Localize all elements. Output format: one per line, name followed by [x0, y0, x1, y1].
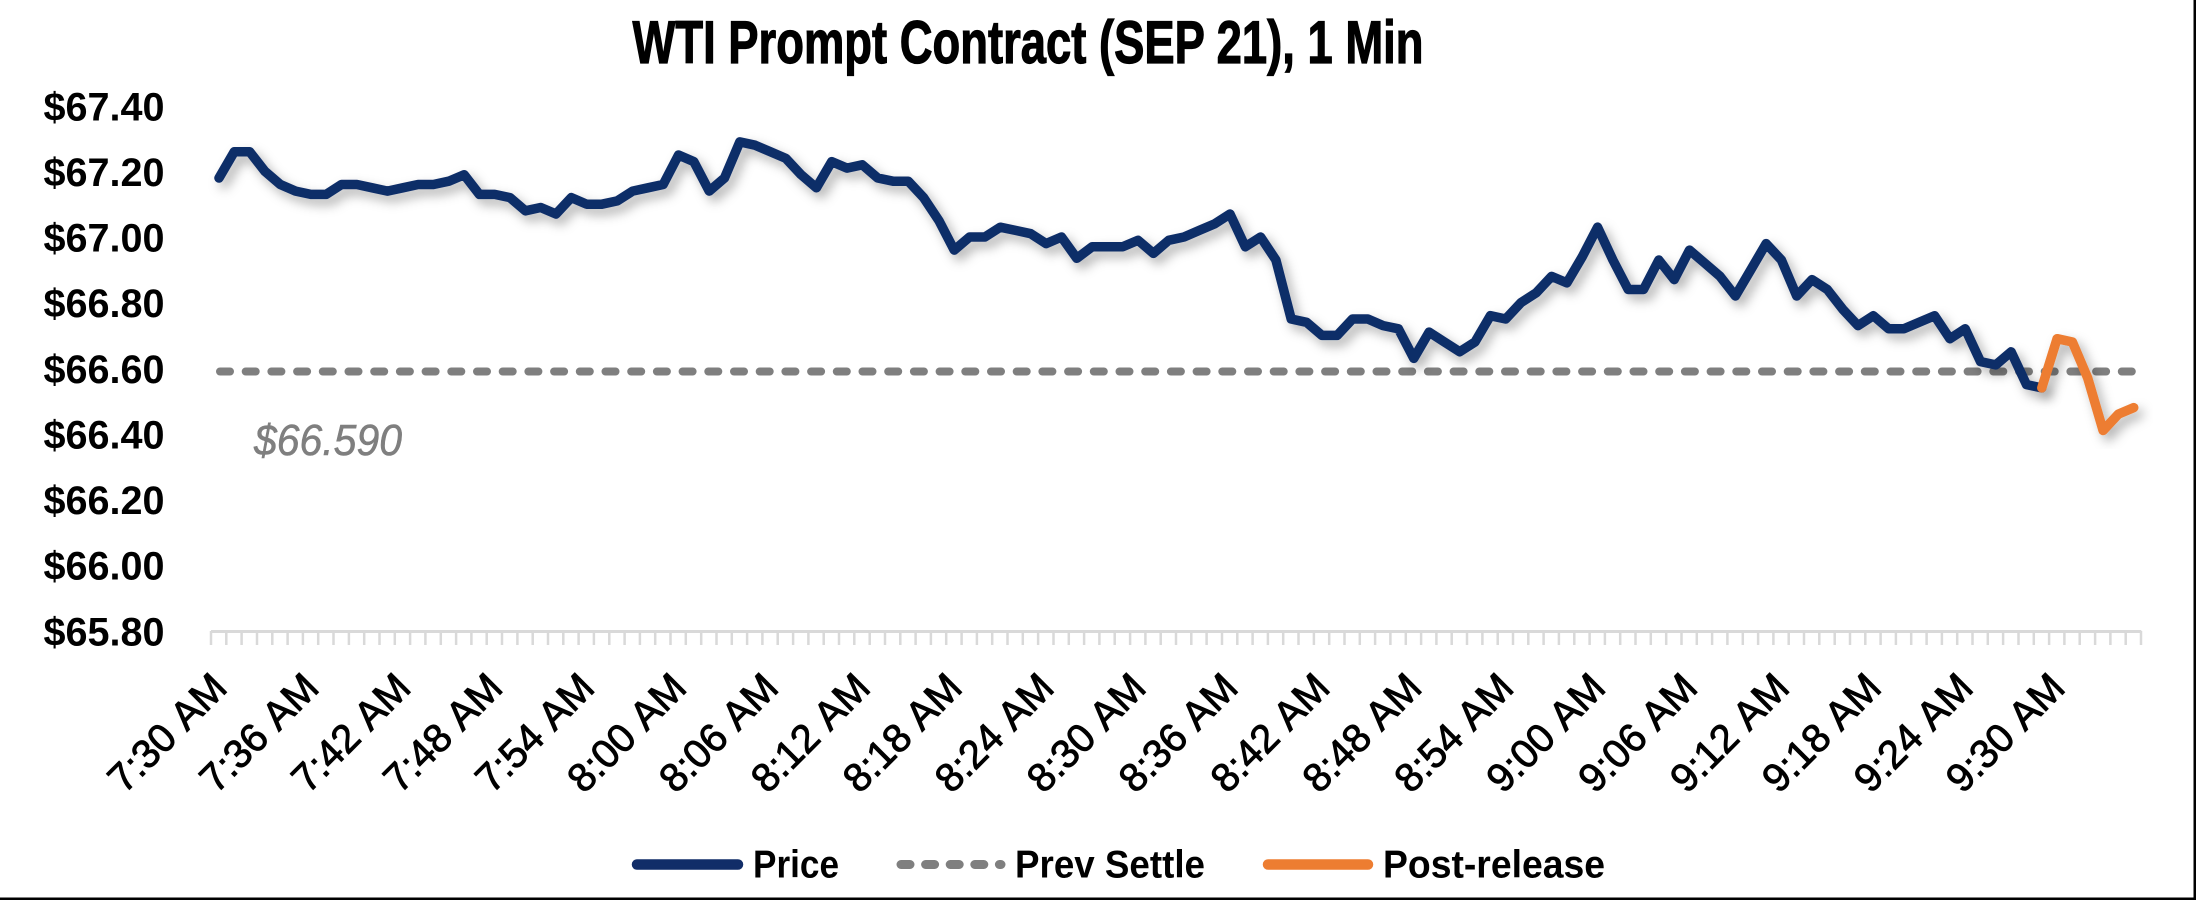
svg-text:$66.590: $66.590 — [253, 416, 402, 465]
svg-text:$67.00: $67.00 — [44, 217, 165, 261]
svg-text:Post-release: Post-release — [1383, 844, 1605, 887]
svg-text:$65.80: $65.80 — [44, 610, 165, 654]
svg-text:$66.00: $66.00 — [44, 545, 165, 589]
svg-text:WTI Prompt Contract (SEP 21),: WTI Prompt Contract (SEP 21), 1 Min — [633, 9, 1424, 76]
svg-text:$67.40: $67.40 — [44, 85, 165, 129]
svg-text:$66.60: $66.60 — [44, 348, 165, 392]
svg-text:$66.40: $66.40 — [44, 414, 165, 458]
svg-text:$67.20: $67.20 — [44, 151, 165, 195]
svg-text:$66.20: $66.20 — [44, 479, 165, 523]
svg-text:Price: Price — [753, 844, 839, 887]
svg-text:$66.80: $66.80 — [44, 282, 165, 326]
svg-text:Prev Settle: Prev Settle — [1015, 844, 1205, 887]
